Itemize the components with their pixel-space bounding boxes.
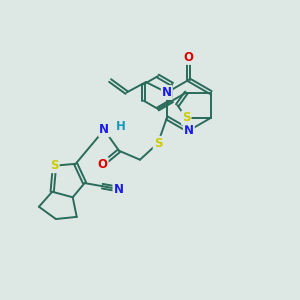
Text: N: N xyxy=(184,124,194,137)
Text: N: N xyxy=(113,182,123,196)
Text: N: N xyxy=(162,86,172,99)
Text: O: O xyxy=(184,51,194,64)
Text: S: S xyxy=(154,137,162,150)
Text: O: O xyxy=(98,158,108,171)
Text: N: N xyxy=(99,123,109,136)
Text: S: S xyxy=(182,111,190,124)
Text: S: S xyxy=(50,159,59,172)
Text: H: H xyxy=(116,120,125,134)
